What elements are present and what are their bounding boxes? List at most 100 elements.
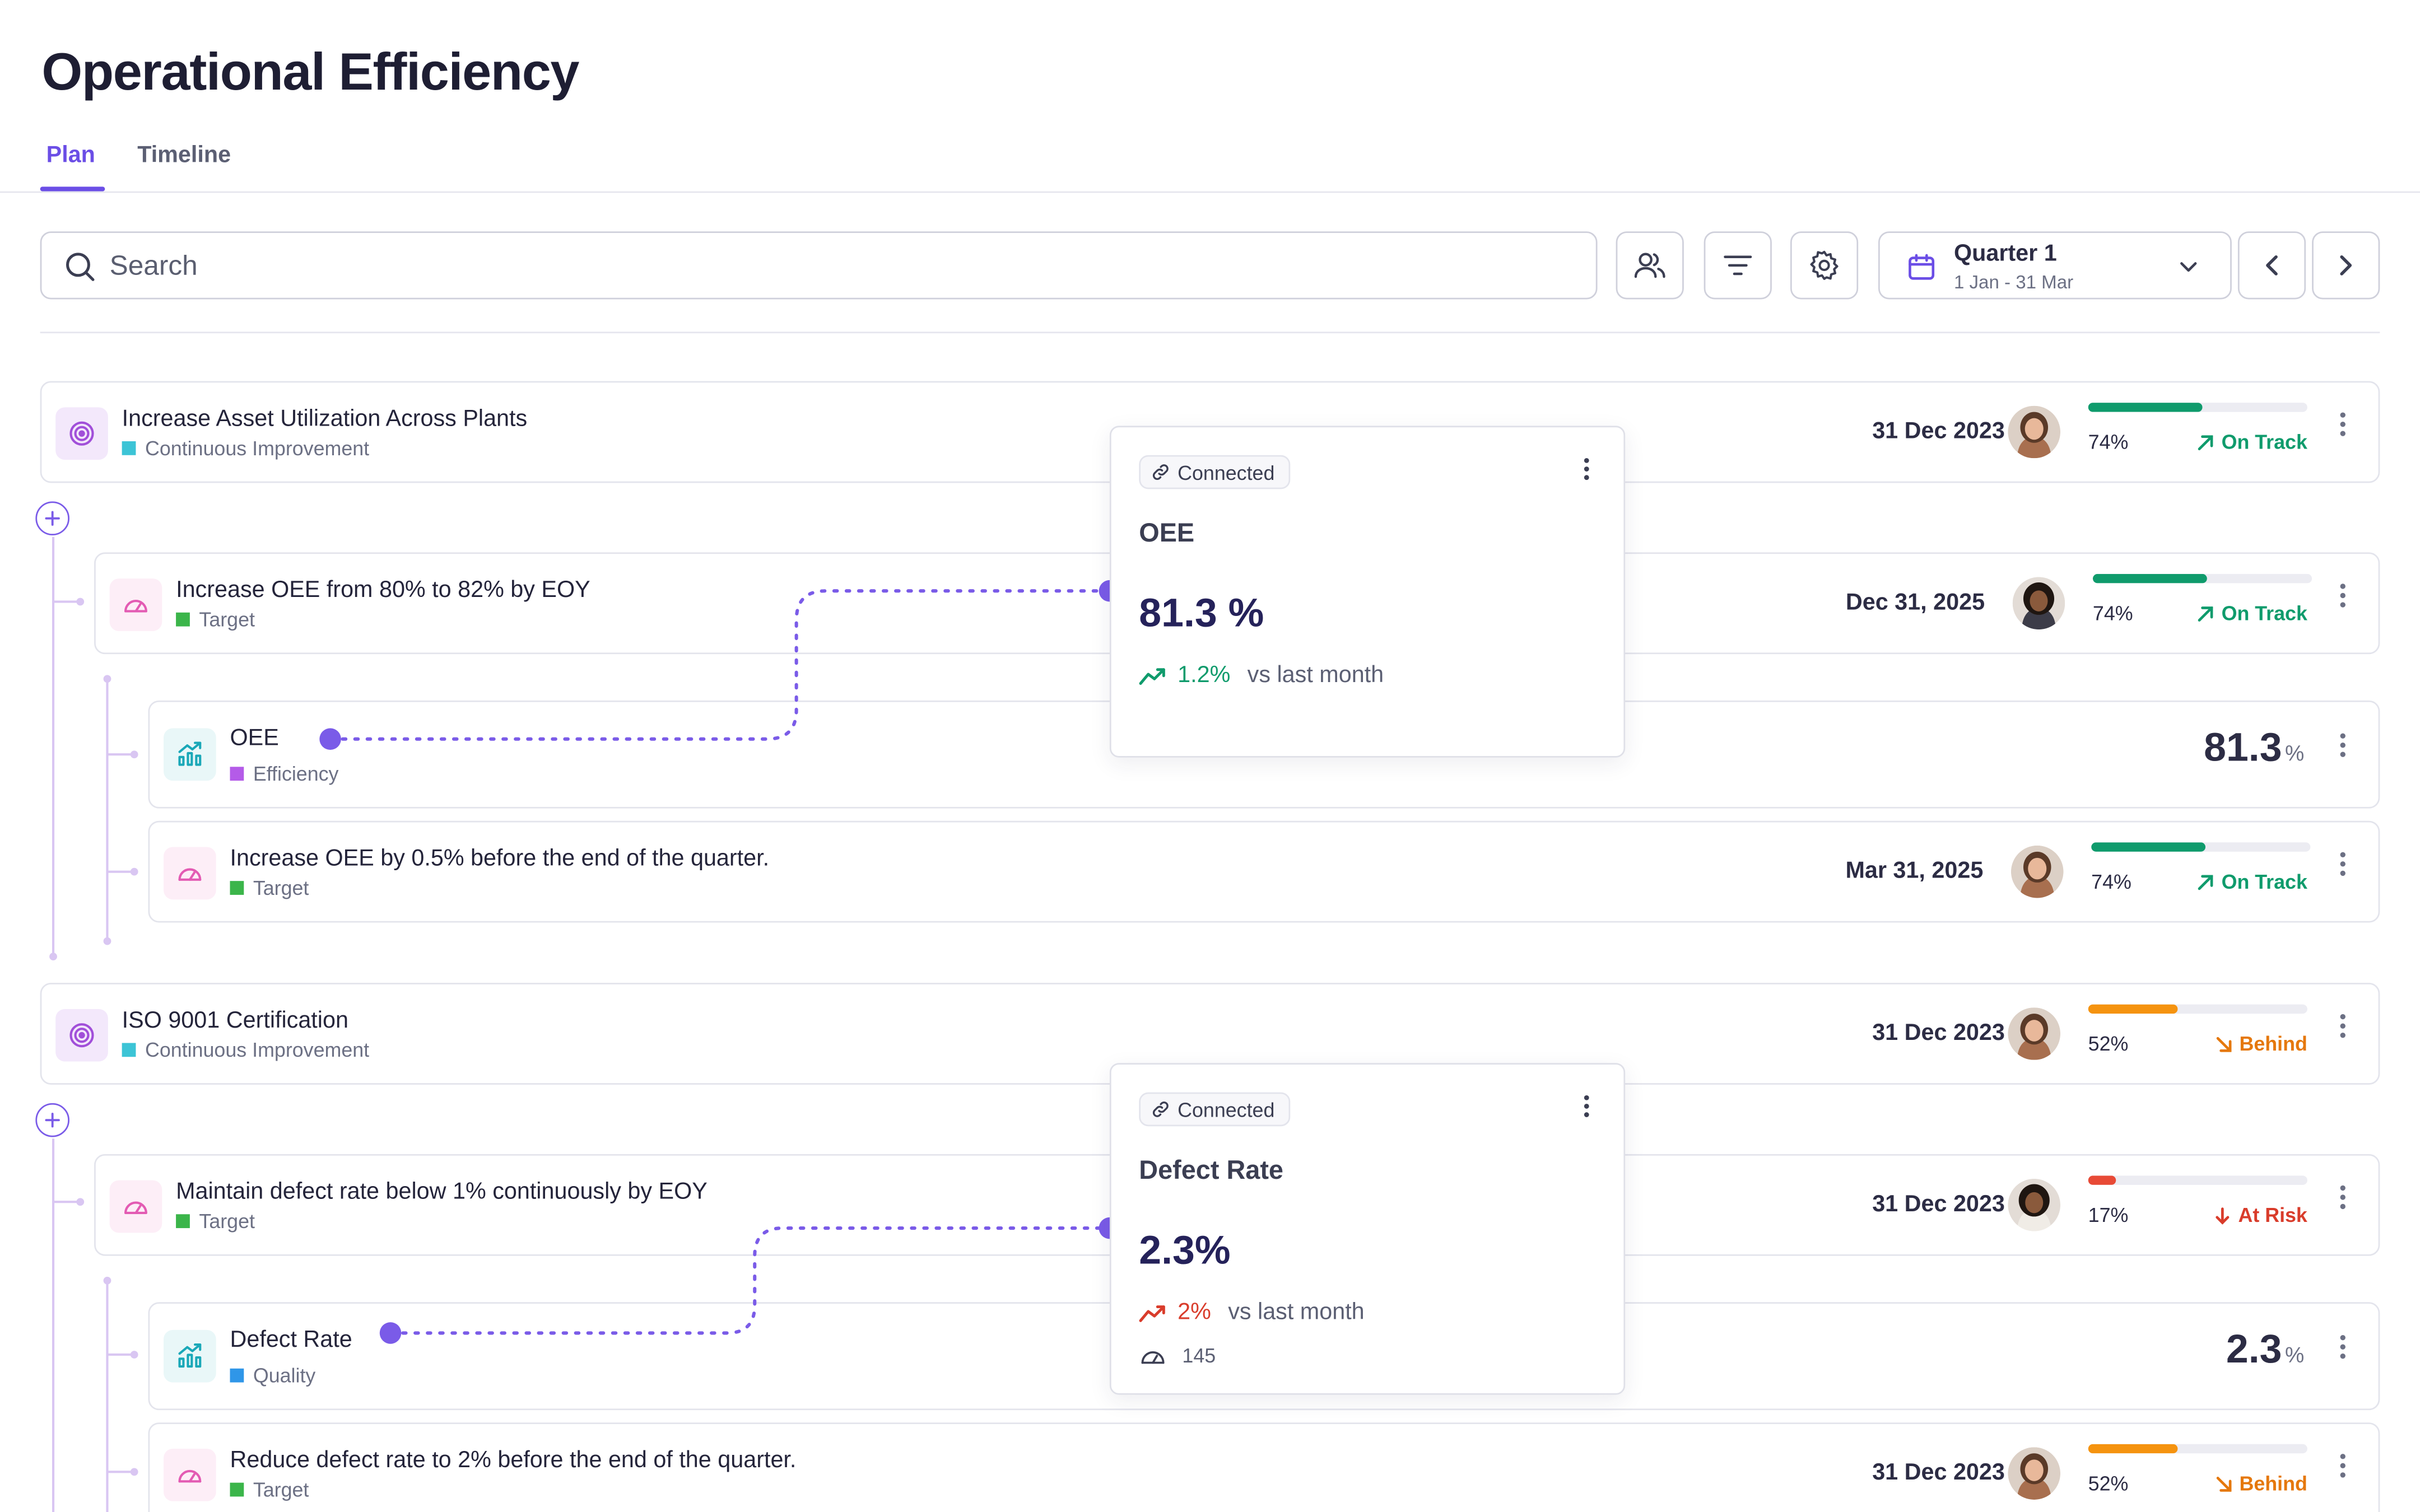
avatar[interactable] [2008,1178,2061,1231]
key-result-title[interactable]: Increase OEE from 80% to 82% by EOY [176,577,590,604]
objective-title[interactable]: Increase Asset Utilization Across Plants [122,405,528,432]
more-options-icon[interactable] [2330,730,2355,760]
progress-percent: 52% [2088,1032,2129,1056]
progress-bar [2088,1444,2307,1454]
progress-bar [2092,573,2312,584]
avatar[interactable] [2011,845,2064,898]
metric-value: 2.3% [2064,1326,2305,1373]
tabs-divider [0,191,2420,193]
popup-change: 1.2% [1178,661,1231,688]
metric-icon-box [164,1329,216,1383]
key-result-due-date: 31 Dec 2023 [1872,1191,2005,1217]
sub-target-icon-box [164,847,216,900]
period-selector[interactable]: Quarter 1 1 Jan - 31 Mar [1878,231,2232,300]
objective-title[interactable]: ISO 9001 Certification [122,1007,348,1034]
sub-target-title[interactable]: Reduce defect rate to 2% before the end … [230,1447,797,1474]
connected-metric-popup[interactable]: Connected Defect Rate 2.3% 2% vs last mo… [1109,1063,1626,1395]
more-options-icon[interactable] [2330,1332,2355,1362]
avatar[interactable] [2008,1447,2061,1500]
metric-title[interactable]: Defect Rate [230,1327,352,1354]
arrow-up-right-icon [2198,874,2214,889]
tab-plan[interactable]: Plan [46,142,95,169]
category-swatch [230,1482,244,1497]
link-handle [319,728,341,750]
previous-period-button[interactable] [2237,231,2306,300]
more-options-icon[interactable] [2330,848,2355,879]
sub-target-row[interactable]: Reduce defect rate to 2% before the end … [148,1422,2380,1512]
connected-chip-label: Connected [1178,1098,1275,1121]
objective-due-date: 31 Dec 2023 [1872,418,2005,445]
arrow-up-right-icon [2198,605,2214,621]
link-icon [1152,464,1169,480]
objective-category-label: Continuous Improvement [145,436,370,460]
gauge-icon [124,1201,147,1215]
category-swatch [230,1368,244,1383]
period-label: Quarter 1 [1953,240,2057,267]
gauge-icon [1141,1351,1165,1364]
avatar[interactable] [2008,405,2061,459]
search-icon [66,253,95,281]
metric-category: Quality [230,1364,316,1387]
more-options-icon[interactable] [2330,409,2355,440]
more-options-icon[interactable] [2330,1182,2355,1212]
metric-category-label: Quality [253,1364,316,1387]
trend-up-icon [1139,667,1165,684]
objective-category-label: Continuous Improvement [145,1038,370,1062]
more-options-icon[interactable] [2330,580,2355,611]
plus-icon [45,511,60,526]
settings-button[interactable] [1790,231,1859,300]
more-options-icon[interactable] [1574,1093,1599,1121]
more-options-icon[interactable] [2330,1450,2355,1481]
sub-target-title[interactable]: Increase OEE by 0.5% before the end of t… [230,845,770,872]
search-input[interactable] [109,245,1499,286]
objective-icon-box [55,407,108,460]
sub-target-category-label: Target [253,876,309,900]
next-period-button[interactable] [2312,231,2380,300]
objective-due-date: 31 Dec 2023 [1872,1020,2005,1046]
gear-icon [1810,250,1839,280]
progress-percent: 74% [2091,870,2132,894]
sub-target-category-label: Target [253,1478,309,1501]
key-result-category: Target [176,608,255,631]
people-icon [1634,253,1665,278]
search-box[interactable] [40,231,1598,300]
arrow-down-icon [2216,1206,2230,1224]
status-label: On Track [2221,870,2307,894]
popup-metric-value: 2.3% [1139,1226,1231,1273]
progress-percent: 52% [2088,1472,2129,1495]
filter-icon [1724,255,1752,276]
popup-trend: 2% vs last month [1139,1299,1365,1326]
chevron-right-icon [2340,255,2352,276]
popup-trend: 1.2% vs last month [1139,662,1384,688]
add-child-button[interactable] [35,501,69,536]
avatar[interactable] [2008,1007,2061,1060]
sub-target-row[interactable]: Increase OEE by 0.5% before the end of t… [148,820,2380,923]
more-options-icon[interactable] [2330,1011,2355,1042]
avatar[interactable] [2012,577,2065,630]
tab-timeline[interactable]: Timeline [137,142,231,169]
category-swatch [122,1043,136,1057]
key-result-category: Target [176,1210,255,1233]
progress-percent: 17% [2088,1203,2129,1227]
key-result-title[interactable]: Maintain defect rate below 1% continuous… [176,1178,708,1205]
sub-target-icon-box [164,1449,216,1501]
filter-button[interactable] [1704,231,1772,300]
key-result-due-date: Dec 31, 2025 [1845,589,1985,616]
arrow-up-right-icon [2198,434,2214,450]
page-title: Operational Efficiency [41,43,579,102]
connected-chip-label: Connected [1178,460,1275,484]
popup-metric-name: OEE [1139,518,1195,548]
status-badge: Behind [2190,1032,2307,1055]
progress-percent: 74% [2092,601,2133,625]
add-child-button[interactable] [35,1103,69,1137]
metric-title[interactable]: OEE [230,725,279,752]
connected-metric-popup[interactable]: Connected OEE 81.3 % 1.2% vs last month [1109,426,1626,758]
metric-value-unit: % [2285,1342,2305,1368]
objective-category: Continuous Improvement [122,436,370,460]
plus-icon [45,1113,60,1128]
people-button[interactable] [1616,231,1684,300]
arrow-down-right-icon [2216,1036,2232,1052]
key-result-category-label: Target [199,608,255,631]
more-options-icon[interactable] [1574,455,1599,483]
